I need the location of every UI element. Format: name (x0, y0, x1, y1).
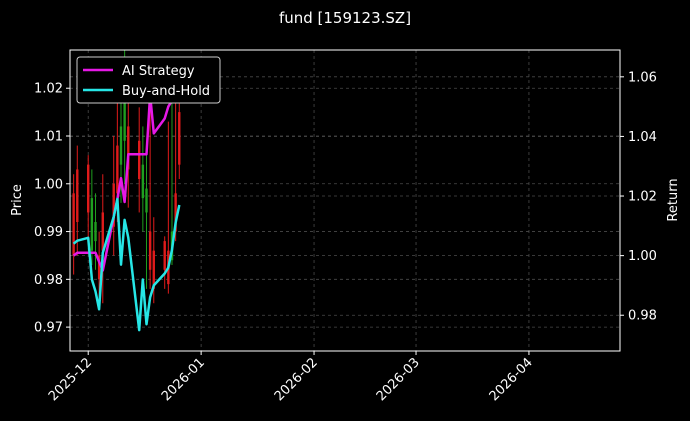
candle-body (101, 212, 104, 251)
y-tick-label: 0.99 (34, 225, 63, 240)
series-line-ai-strategy (72, 90, 181, 272)
candle-body (174, 193, 177, 232)
y-axis-label: Price (10, 184, 25, 216)
series-lines (72, 90, 181, 332)
y2-axis-label: Return (666, 178, 681, 221)
candle-body (94, 222, 97, 242)
candle-body (145, 188, 148, 213)
legend-label-buy-and-hold: Buy-and-Hold (122, 84, 210, 99)
candle-body (178, 112, 181, 165)
y2-tick-label: 0.98 (628, 309, 657, 324)
chart-title: fund [159123.SZ] (279, 9, 411, 27)
legend-box (76, 56, 221, 104)
y-tick-label: 0.98 (34, 273, 63, 288)
candle-body (163, 241, 166, 270)
candle-body (152, 250, 155, 289)
legend: AI Strategy Buy-and-Hold (76, 56, 221, 104)
legend-label-ai-strategy: AI Strategy (122, 64, 195, 79)
candle-body (112, 183, 115, 227)
candle-body (97, 255, 101, 280)
series-line-buy-and-hold (72, 197, 181, 332)
candle-body (87, 164, 90, 213)
candle-body (119, 126, 123, 165)
candle-body (148, 231, 152, 270)
candle-body (72, 193, 75, 256)
plot-frame (69, 49, 621, 352)
candle-body (127, 126, 130, 170)
y-tick-label: 1.01 (34, 130, 63, 145)
y2-tick-label: 1.04 (628, 130, 657, 145)
candle-body (90, 198, 94, 251)
candle-body (138, 140, 141, 179)
y2-tick-label: 1.00 (628, 249, 657, 264)
candle-body (123, 102, 126, 141)
candle-body (141, 164, 145, 199)
y-tick-label: 0.97 (34, 321, 63, 336)
y-tick-label: 1.02 (34, 82, 63, 97)
candle-body (116, 145, 119, 194)
y-tick-label: 1.00 (34, 177, 63, 192)
candle-body (76, 169, 79, 222)
y2-tick-label: 1.02 (628, 190, 657, 205)
y2-tick-label: 1.06 (628, 70, 657, 85)
